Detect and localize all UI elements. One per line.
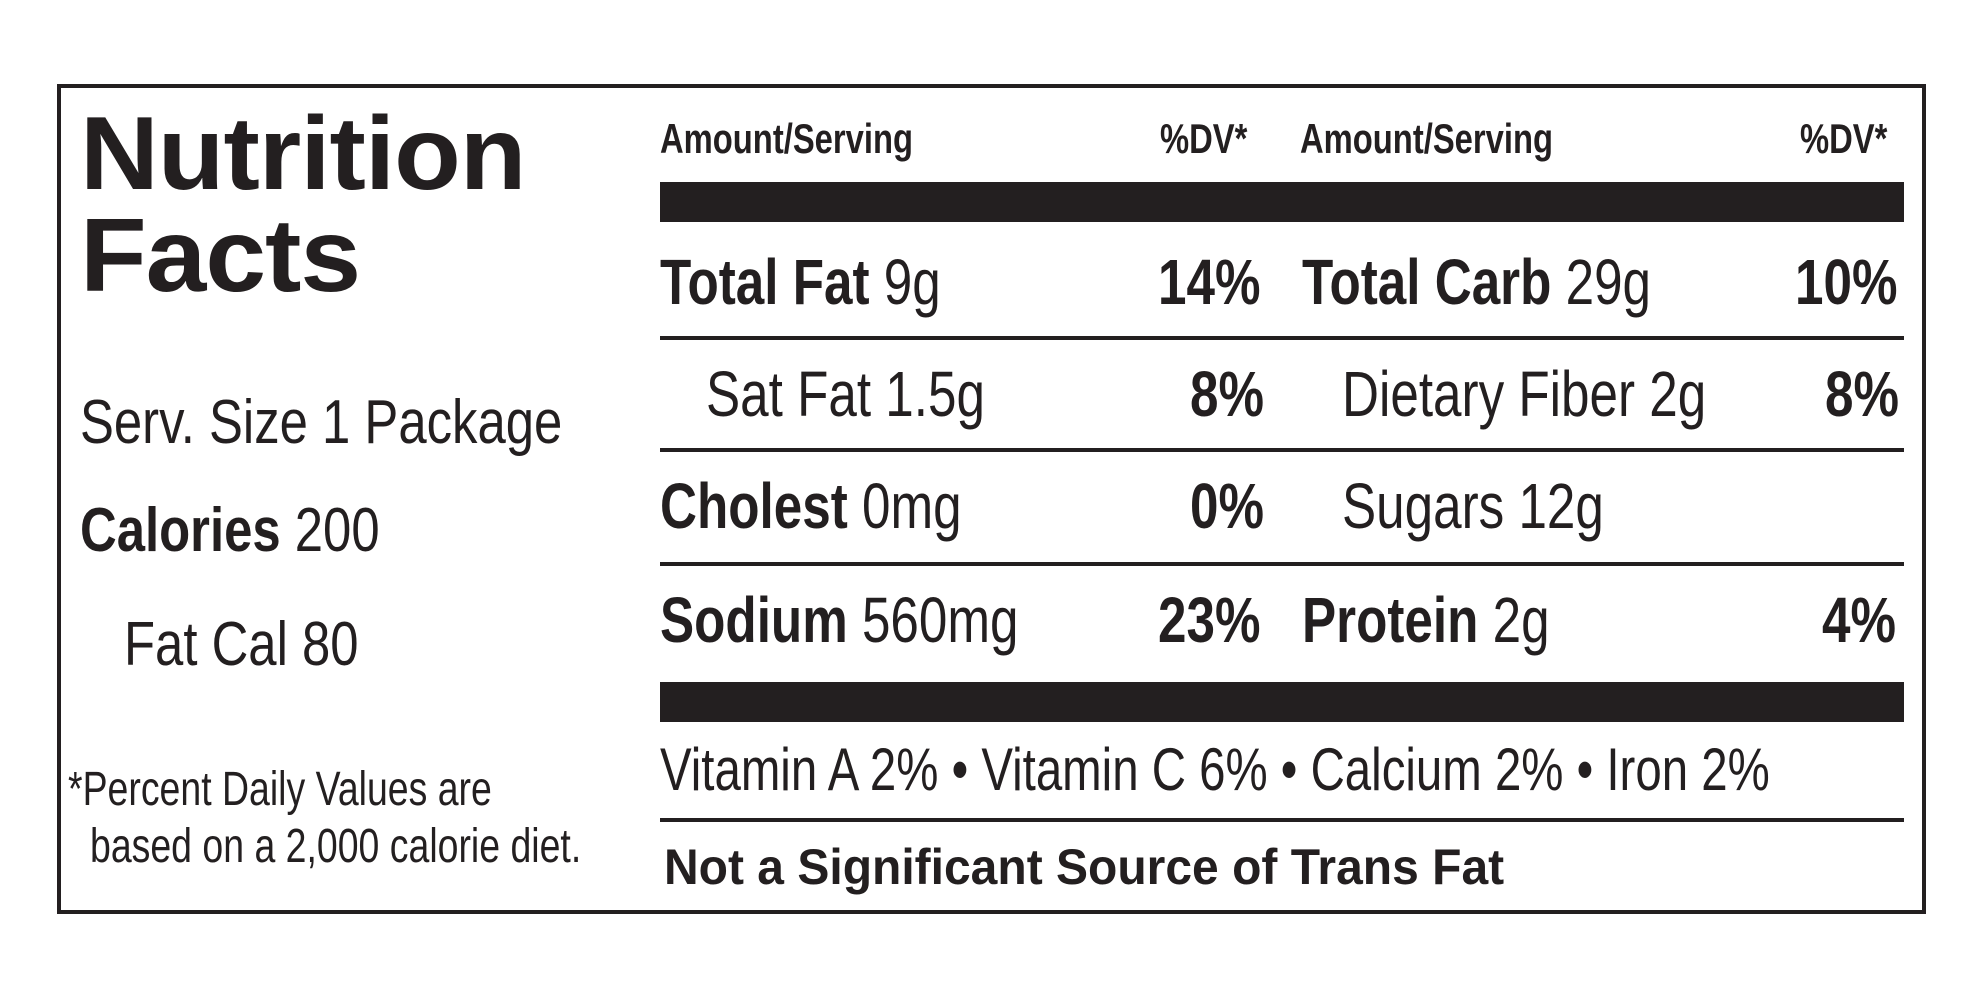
sodium-label: Sodium bbox=[660, 584, 848, 656]
header-dv-left: %DV* bbox=[1160, 115, 1248, 162]
footnote-line-2: based on a 2,000 calorie diet. bbox=[90, 819, 582, 873]
nutrition-facts-title: Nutrition Facts bbox=[80, 102, 526, 308]
row-cholesterol: Cholest 0mg bbox=[660, 474, 1037, 538]
sodium-amount: 560mg bbox=[847, 584, 1019, 656]
sodium-dv: 23% bbox=[1158, 584, 1261, 656]
row-protein: Protein 2g bbox=[1302, 588, 1611, 652]
fat-calories: Fat Cal 80 bbox=[124, 610, 359, 679]
title-line-1: Nutrition bbox=[80, 96, 526, 212]
total-carb-dv: 10% bbox=[1795, 246, 1898, 318]
calories: Calories 200 bbox=[80, 500, 445, 562]
row-dietary-fiber: Dietary Fiber 2g bbox=[1342, 358, 1707, 430]
rule-2 bbox=[660, 448, 1904, 452]
total-fat-dv: 14% bbox=[1158, 246, 1261, 318]
rule-4 bbox=[660, 818, 1904, 822]
sat-fat-dv: 8% bbox=[1190, 358, 1264, 430]
total-carb-amount: 29g bbox=[1551, 246, 1652, 318]
thick-bar-top bbox=[660, 182, 1904, 222]
protein-label: Protein bbox=[1302, 584, 1479, 656]
row-total-fat: Total Fat 9g bbox=[660, 250, 1011, 314]
rule-1 bbox=[660, 336, 1904, 340]
calories-label: Calories bbox=[80, 496, 281, 565]
row-sat-fat: Sat Fat 1.5g bbox=[706, 358, 985, 430]
protein-amount: 2g bbox=[1478, 584, 1550, 656]
title-line-2: Facts bbox=[80, 197, 361, 314]
nutrition-label bbox=[57, 84, 1926, 914]
protein-dv: 4% bbox=[1822, 584, 1896, 656]
row-sugars: Sugars 12g bbox=[1342, 470, 1604, 542]
serving-size: Serv. Size 1 Package bbox=[80, 388, 563, 457]
total-fat-amount: 9g bbox=[869, 246, 941, 318]
calories-value: 200 bbox=[294, 496, 380, 565]
cholesterol-amount: 0mg bbox=[847, 470, 962, 542]
dietary-fiber-dv: 8% bbox=[1825, 358, 1899, 430]
footnote-line-1: *Percent Daily Values are bbox=[68, 763, 492, 816]
total-fat-label: Total Fat bbox=[660, 246, 870, 318]
row-total-carb: Total Carb 29g bbox=[1302, 250, 1738, 314]
total-carb-label: Total Carb bbox=[1302, 246, 1552, 318]
thick-bar-bottom bbox=[660, 682, 1904, 722]
header-amount-left: Amount/Serving bbox=[660, 115, 914, 162]
rule-3 bbox=[660, 562, 1904, 566]
daily-value-footnote: *Percent Daily Values are based on a 2,0… bbox=[68, 762, 720, 875]
trans-fat-statement: Not a Significant Source of Trans Fat bbox=[664, 839, 1505, 895]
header-amount-right: Amount/Serving bbox=[1300, 115, 1554, 162]
vitamins-line: Vitamin A 2% • Vitamin C 6% • Calcium 2%… bbox=[660, 736, 1770, 803]
cholesterol-dv: 0% bbox=[1190, 470, 1264, 542]
cholesterol-label: Cholest bbox=[660, 470, 848, 542]
header-dv-right: %DV* bbox=[1800, 115, 1888, 162]
row-sodium: Sodium 560mg bbox=[660, 588, 1108, 652]
